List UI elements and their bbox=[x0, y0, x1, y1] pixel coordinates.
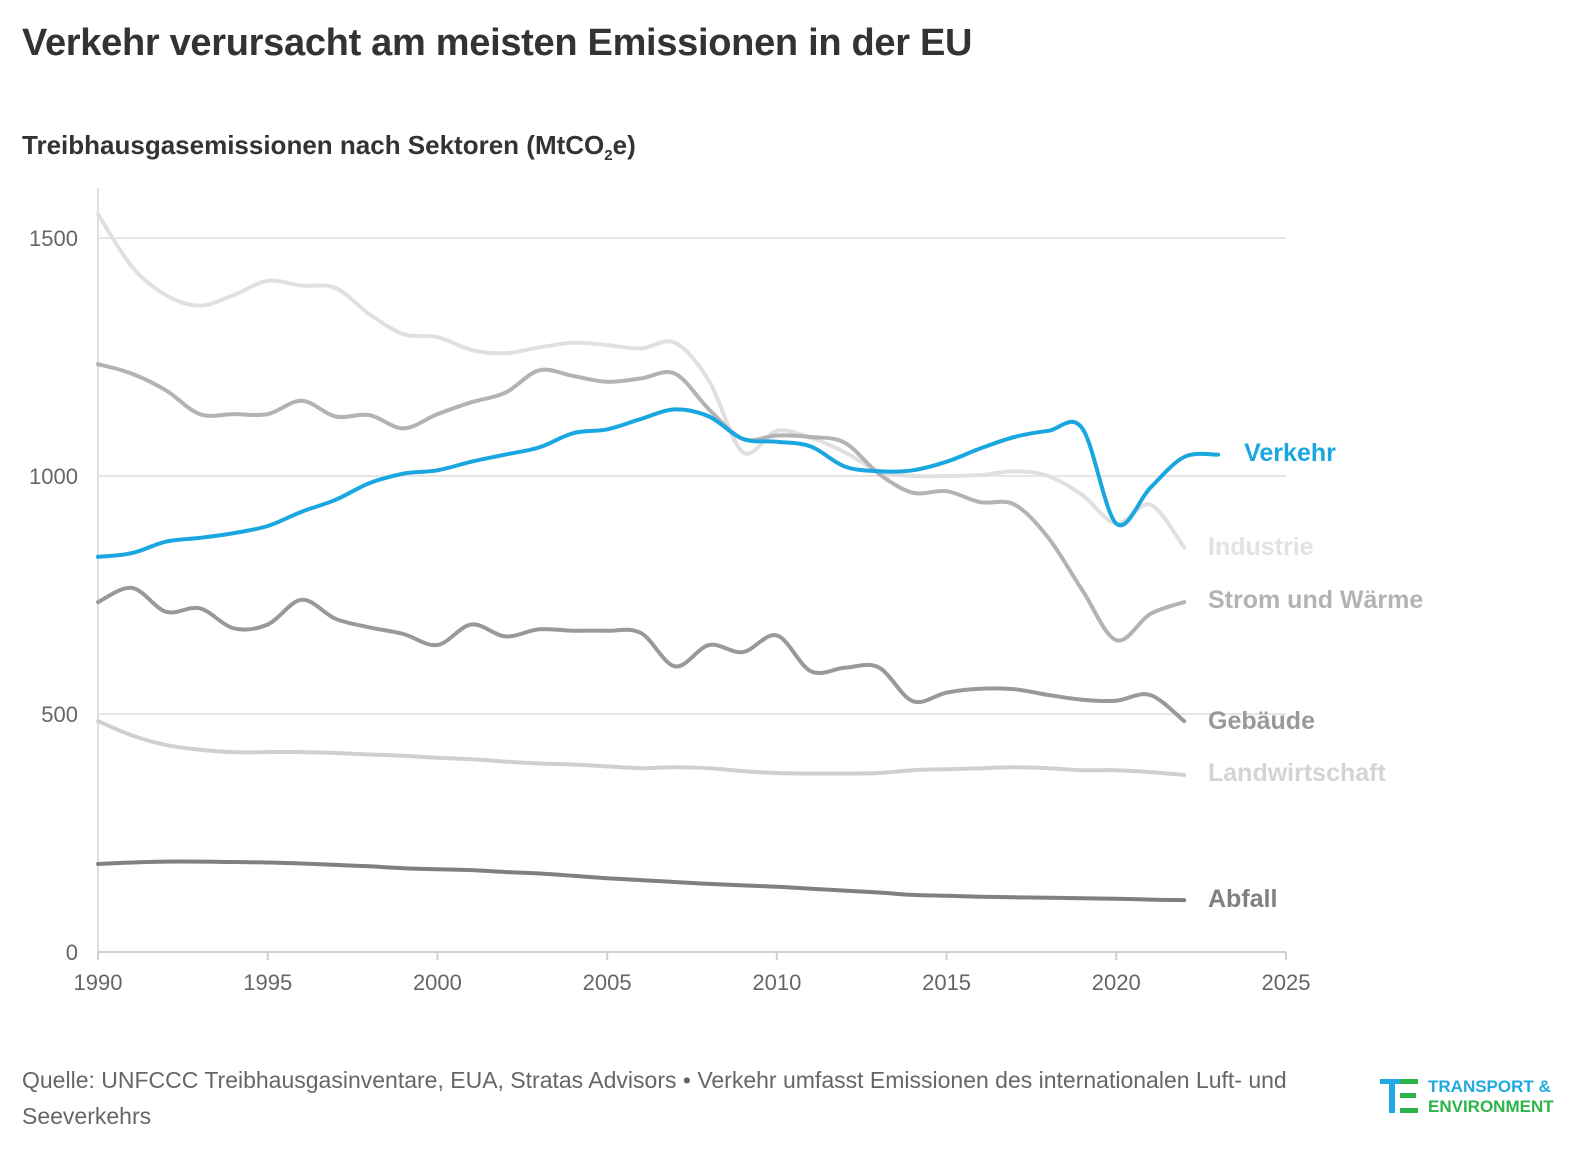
series-label-abfall: Abfall bbox=[1208, 885, 1277, 913]
x-tick-label: 2000 bbox=[413, 970, 462, 995]
series-line-industrie bbox=[96, 212, 1187, 550]
x-tick-label: 2010 bbox=[752, 970, 801, 995]
chart-axes: 0 500 1000 1500 1990 1995 2000 2005 2010 2015 2020… bbox=[29, 188, 1310, 995]
y-tick-label: 0 bbox=[66, 940, 78, 965]
series-label-landwirtschaft: Landwirtschaft bbox=[1208, 759, 1386, 787]
chart-series bbox=[96, 212, 1221, 903]
x-tick-label: 2015 bbox=[922, 970, 971, 995]
logo-line2: ENVIRONMENT bbox=[1428, 1097, 1554, 1116]
x-tick-label: 2025 bbox=[1262, 970, 1311, 995]
logo-line1: TRANSPORT & bbox=[1428, 1077, 1551, 1096]
line-chart: 0 500 1000 1500 1990 1995 2000 2005 2010 2015 2020… bbox=[29, 188, 1423, 995]
source-note: Quelle: UNFCCC Treibhausgasinventare, EU… bbox=[22, 1067, 1287, 1129]
x-tick-label: 2020 bbox=[1092, 970, 1141, 995]
series-label-verkehr: Verkehr bbox=[1244, 439, 1336, 467]
series-line-geb-ude bbox=[96, 585, 1187, 724]
series-line-strom-und-w-rme bbox=[96, 362, 1187, 643]
te-logo: TRANSPORT & ENVIRONMENT bbox=[1380, 1075, 1580, 1125]
subtitle-main: Treibhausgasemissionen nach Sektoren (Mt… bbox=[22, 130, 605, 160]
series-label-industrie: Industrie bbox=[1208, 533, 1314, 561]
chart-title: Verkehr verursacht am meisten Emissionen… bbox=[22, 22, 973, 64]
series-line-verkehr bbox=[96, 407, 1221, 559]
x-tick-label: 1995 bbox=[243, 970, 292, 995]
subtitle-subscript: 2 bbox=[604, 147, 613, 165]
x-tick-label: 1990 bbox=[74, 970, 123, 995]
y-tick-label: 500 bbox=[41, 702, 78, 727]
y-tick-label: 1000 bbox=[29, 464, 78, 489]
chart-subtitle: Treibhausgasemissionen nach Sektoren (Mt… bbox=[22, 130, 636, 164]
series-line-landwirtschaft bbox=[96, 719, 1187, 777]
series-labels: Industrie Landwirtschaft Strom und Wärme Ge… bbox=[1208, 439, 1423, 913]
series-label-geb-ude: Gebäude bbox=[1208, 707, 1315, 735]
series-label-strom-und-w-rme: Strom und Wärme bbox=[1208, 586, 1423, 614]
te-logo-icon bbox=[1380, 1079, 1418, 1113]
series-line-abfall bbox=[96, 859, 1187, 903]
subtitle-tail: e) bbox=[612, 130, 636, 160]
chart-grid bbox=[98, 237, 1286, 715]
x-tick-label: 2005 bbox=[583, 970, 632, 995]
y-tick-label: 1500 bbox=[29, 226, 78, 251]
